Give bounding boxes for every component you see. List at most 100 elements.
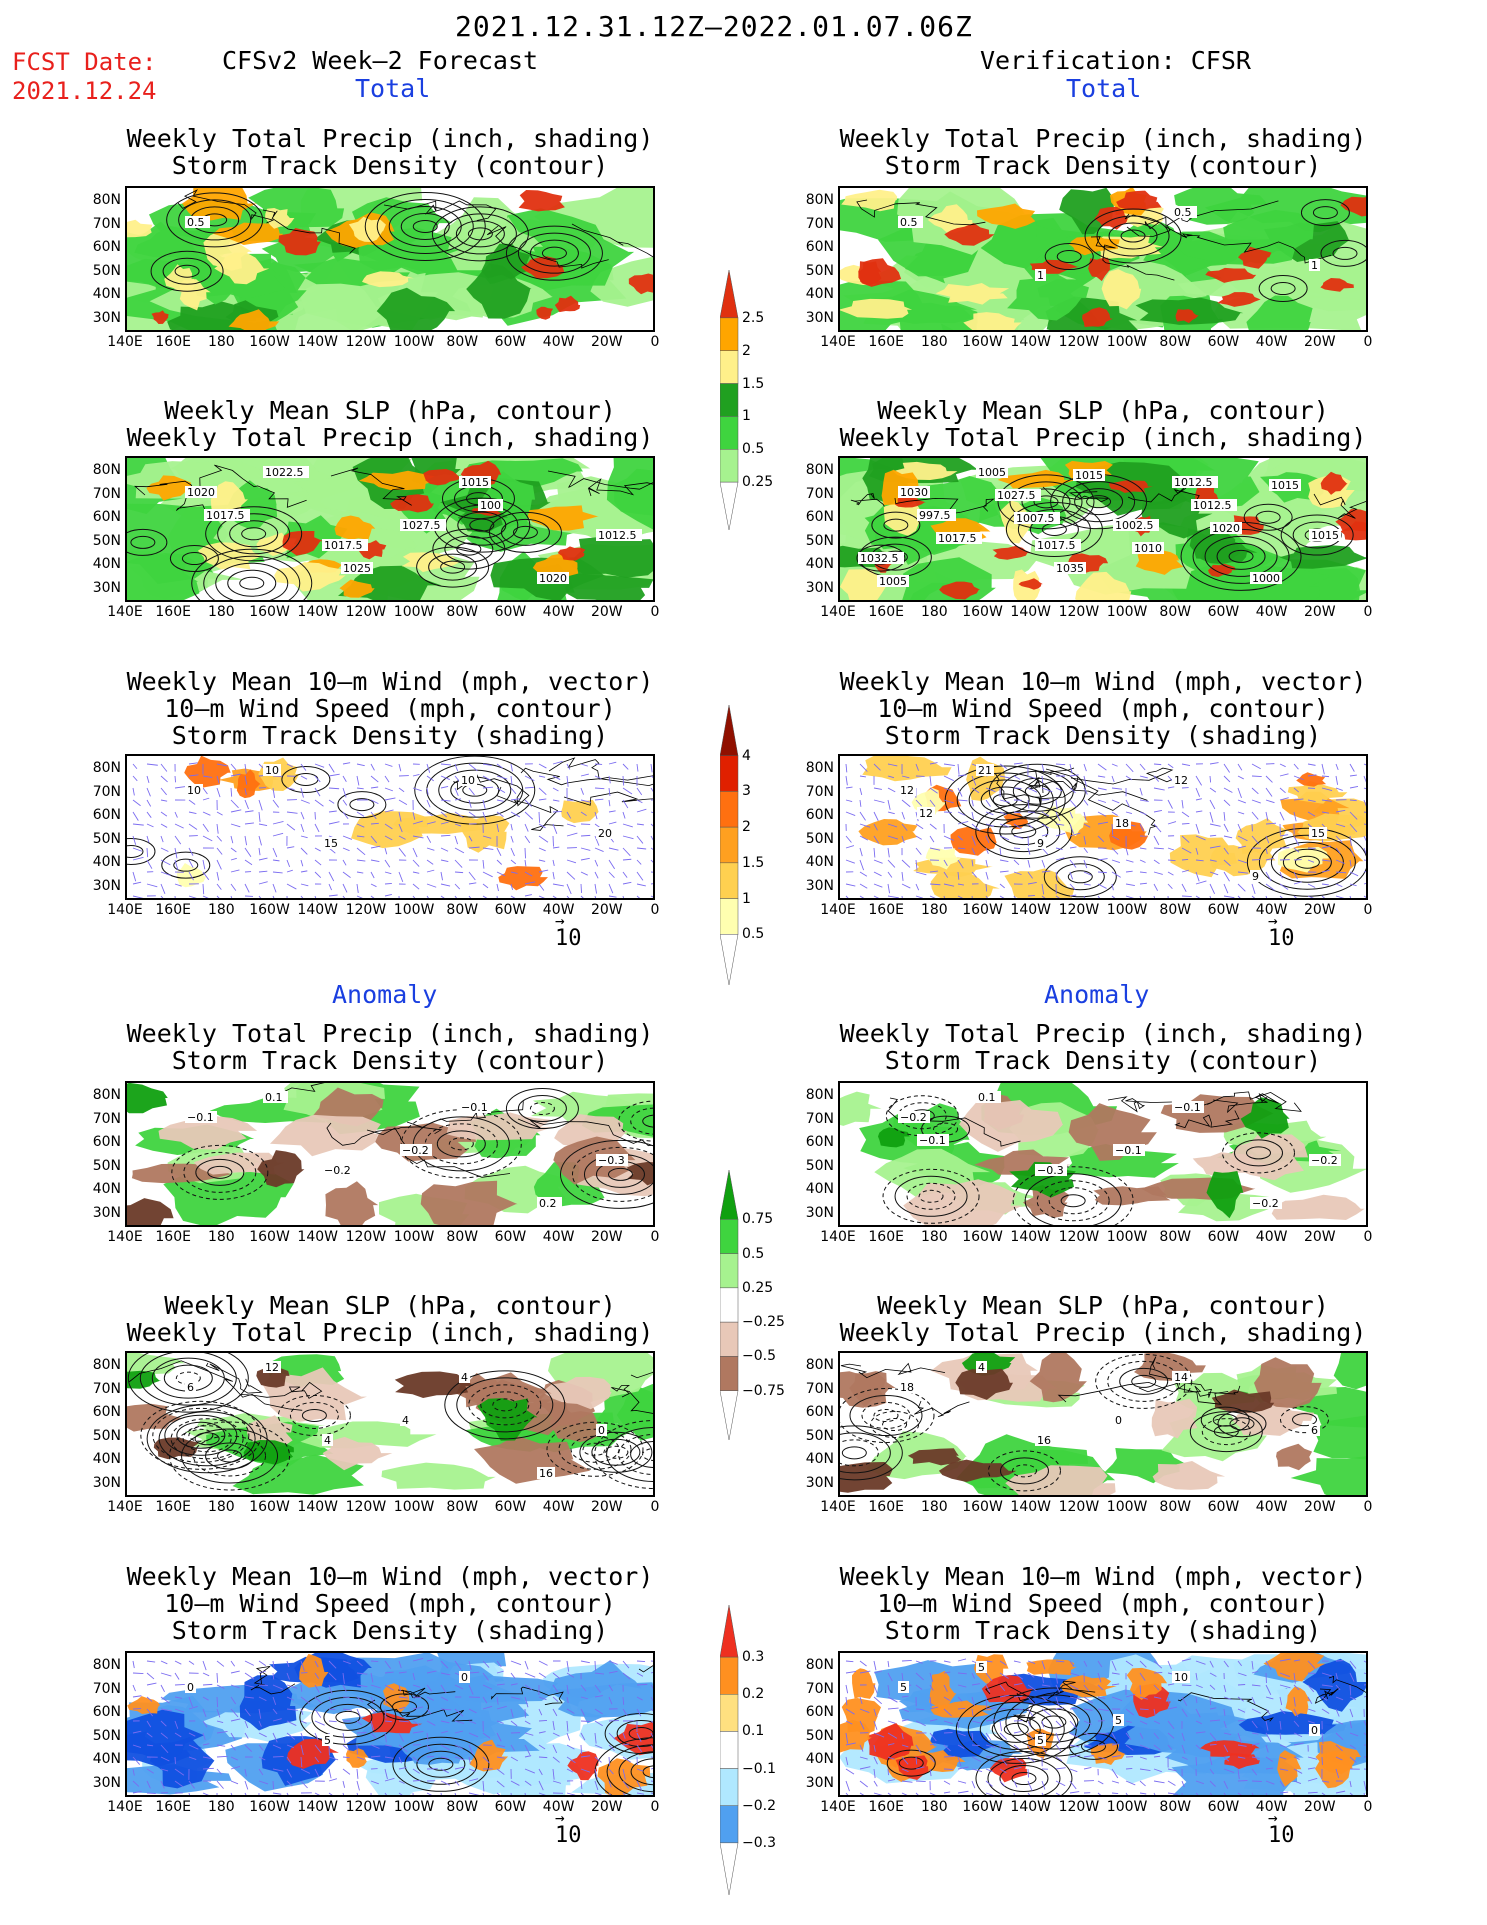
wind-vector [1363,1792,1365,1795]
wind-vector [650,1767,653,1770]
contour-line [517,1095,567,1123]
wind-vector [342,1672,345,1684]
wind-vector [440,1744,450,1751]
contour-line [166,192,264,248]
wind-vector [468,871,476,881]
wind-vector [901,883,911,889]
colorbar-segment [720,1219,739,1254]
lon-tick-label: 160W [962,1499,1003,1515]
shading-region [626,1161,653,1186]
wind-vector [901,799,911,808]
shading-region [939,581,981,600]
contour-line [152,1407,250,1463]
wind-vector [132,847,143,852]
contour-line [1029,1708,1079,1736]
contour-line [161,851,211,879]
coastline [1138,1381,1241,1398]
wind-vector [901,1732,904,1740]
contour-label-bg [459,1371,470,1383]
shading-region [518,190,565,212]
wind-vector [1181,1756,1188,1760]
wind-vector [1041,1696,1048,1702]
wind-vector [636,1660,646,1662]
lon-tick-label: 160E [155,1499,191,1515]
contour-label-bg [1250,572,1282,584]
wind-vector [412,847,418,858]
wind-vector [426,821,436,825]
lon-tick-label: 140E [820,1799,856,1815]
wind-vector [1307,774,1317,777]
wind-vector [398,787,405,793]
shading-region [164,264,195,294]
wind-vector [1293,763,1299,770]
coastline [520,767,653,787]
lon-tick-label: 120W [345,902,387,918]
wind-vector [132,1780,140,1787]
wind-vector [286,1756,292,1764]
contour-label-bg [917,509,956,521]
wind-vector [650,859,653,863]
contour-label: 1005 [978,466,1006,479]
wind-vector [915,883,920,891]
wind-vector [943,871,949,878]
shading-region [274,562,346,592]
wind-vector [608,821,617,825]
wind-vector [1223,1684,1227,1693]
contour-line [241,527,267,541]
lon-tick-label: 120W [1058,1799,1100,1815]
wind-vector [496,811,504,817]
wind-vector [454,1708,464,1717]
wind-vector [1069,1707,1077,1710]
wind-vector [1125,1708,1135,1716]
wind-vector [1181,1744,1186,1754]
wind-vector [985,835,990,844]
wind-vector [901,1744,909,1748]
wind-vector [1349,774,1357,777]
shading-region [997,469,1077,489]
wind-vector [1139,1720,1148,1725]
wind-vector [1209,883,1216,894]
coastline [1212,1092,1279,1114]
contour-line [181,1428,279,1484]
wind-vector [258,763,265,769]
wind-vector [1111,1755,1121,1758]
shading-region [153,1437,200,1460]
wind-vector [1349,1708,1354,1718]
coastline [1177,1692,1274,1722]
contour-line [1119,1367,1169,1395]
wind-vector [314,787,321,797]
shading-region [852,1668,876,1699]
wind-vector [622,1660,630,1669]
wind-vector [943,799,954,804]
wind-vector [1111,1660,1117,1671]
wind-vector [1097,775,1106,778]
wind-vector [845,1756,849,1766]
wind-vector [160,1720,167,1727]
shading-region [557,546,586,561]
colorbar-segment [720,755,739,792]
wind-vector [384,835,393,841]
wind-vector [650,787,653,792]
wind-vector [188,859,194,868]
contour-line [987,811,1061,853]
shading-region [1276,1443,1313,1471]
panel-title: Weekly Mean SLP (hPa, contour) Weekly Tot… [105,397,675,451]
wind-vector [272,1672,275,1680]
wind-vector [1265,1660,1272,1671]
wind-vector [370,845,381,849]
wind-vector [1237,823,1243,833]
coastline [1127,483,1200,507]
shading-region [1238,246,1272,269]
wind-vector [538,859,546,862]
wind-vector [887,1684,890,1696]
contour-line [1282,848,1332,876]
wind-vector [1335,1708,1340,1717]
wind-vector [566,823,576,828]
wind-vector [1041,870,1051,873]
contour-label-bg [1309,827,1327,839]
wind-vector [901,835,905,844]
wind-vector [1055,1767,1066,1770]
shading-region [1082,307,1113,327]
wind-vector [1111,847,1119,855]
wind-vector [1321,775,1330,778]
